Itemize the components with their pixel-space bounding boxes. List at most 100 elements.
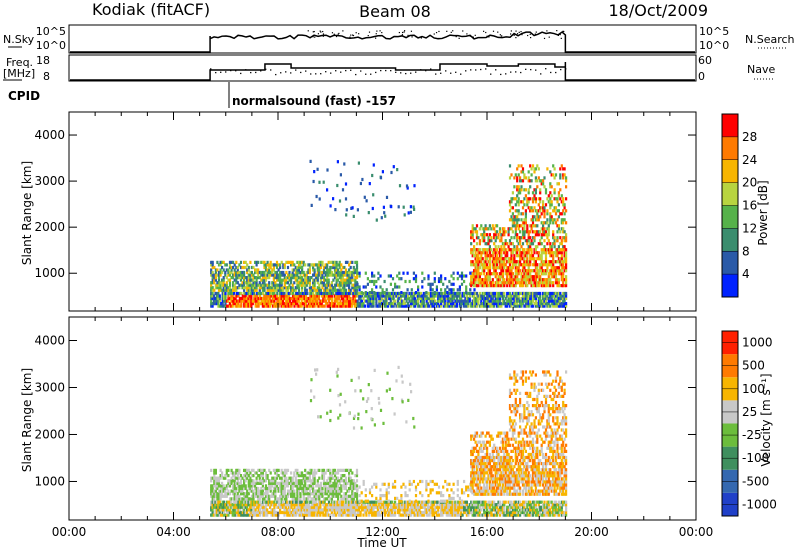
heatmap-cell [546, 278, 549, 282]
heatmap-cell [303, 291, 306, 296]
heatmap-cell [409, 510, 412, 515]
heatmap-cell [457, 503, 460, 507]
heatmap-cell [539, 188, 542, 192]
heatmap-cell [346, 302, 349, 306]
heatmap-cell [399, 505, 402, 509]
heatmap-cell [257, 276, 260, 280]
heatmap-cell [248, 505, 252, 509]
heatmap-cell [547, 227, 550, 231]
heatmap-cell [547, 513, 550, 517]
heatmap-cell [275, 265, 279, 270]
heatmap-cell [406, 304, 410, 308]
heatmap-cell [380, 216, 383, 220]
heatmap-cell [559, 248, 562, 252]
heatmap-cell [560, 513, 563, 517]
heatmap-cell [394, 500, 397, 504]
heatmap-cell [279, 263, 282, 267]
heatmap-cell [511, 251, 514, 255]
heatmap-cell [221, 278, 224, 282]
heatmap-cell [539, 269, 542, 273]
heatmap-cell [301, 276, 304, 280]
heatmap-cell [305, 276, 308, 280]
heatmap-cell [514, 503, 517, 507]
heatmap-cell [376, 508, 379, 512]
heatmap-cell [277, 302, 280, 306]
heatmap-cell [516, 291, 519, 296]
heatmap-cell [413, 184, 416, 188]
y-tick-label: 3000 [34, 174, 65, 188]
heatmap-cell [521, 296, 525, 301]
heatmap-cell [283, 302, 286, 306]
heatmap-cell [297, 503, 300, 507]
heatmap-cell [510, 513, 513, 517]
heatmap-cell [260, 510, 263, 515]
heatmap-cell [342, 510, 345, 515]
heatmap-cell [223, 296, 226, 301]
heatmap-cell [250, 510, 253, 515]
nsearch-dot [518, 31, 520, 33]
heatmap-cell [517, 212, 520, 216]
heatmap-cell [294, 299, 298, 303]
heatmap-cell [544, 291, 548, 296]
heatmap-cell [463, 500, 466, 504]
heatmap-cell [514, 299, 517, 303]
heatmap-cell [351, 273, 354, 277]
heatmap-cell [219, 263, 222, 267]
heatmap-cell [348, 513, 351, 517]
heatmap-cell [463, 505, 466, 509]
heatmap-cell [260, 260, 263, 264]
heatmap-cell [507, 505, 510, 509]
heatmap-cell [401, 302, 404, 306]
heatmap-cell [406, 294, 410, 298]
heatmap-cell [268, 276, 271, 280]
heatmap-cell [494, 296, 497, 301]
heatmap-cell [552, 281, 555, 285]
heatmap-cell [455, 294, 458, 298]
heatmap-cell [235, 286, 238, 290]
heatmap-cell [403, 213, 406, 217]
heatmap-cell [470, 508, 473, 512]
heatmap-cell [503, 257, 506, 261]
heatmap-cell [536, 272, 539, 276]
heatmap-cell [559, 188, 562, 192]
heatmap-cell [233, 283, 236, 287]
heatmap-cell [316, 167, 319, 171]
heatmap-cell [425, 503, 428, 507]
heatmap-cell [510, 200, 513, 204]
heatmap-cell [493, 500, 496, 504]
heatmap-cell [217, 505, 220, 509]
heatmap-cell [211, 296, 214, 301]
heatmap-cell [503, 266, 506, 270]
heatmap-cell [533, 508, 536, 512]
heatmap-cell [542, 224, 545, 228]
heatmap-cell [218, 304, 221, 308]
heatmap-cell [266, 508, 269, 512]
heatmap-cell [543, 245, 546, 249]
heatmap-cell [339, 513, 342, 517]
heatmap-cell [254, 513, 257, 517]
heatmap-cell [536, 263, 539, 267]
heatmap-cell [560, 294, 563, 298]
heatmap-cell [550, 173, 553, 177]
heatmap-cell [422, 304, 425, 308]
heatmap-cell [356, 285, 359, 289]
heatmap-cell [480, 278, 483, 282]
heatmap-cell [286, 276, 290, 280]
heatmap-cell [543, 185, 546, 189]
heatmap-cell [562, 294, 565, 298]
heatmap-cell [468, 299, 471, 303]
nave-dot [365, 73, 367, 75]
heatmap-cell [469, 271, 472, 275]
heatmap-cell [454, 500, 457, 504]
heatmap-cell [214, 270, 217, 275]
heatmap-cell [536, 304, 539, 308]
heatmap-cell [531, 278, 535, 282]
heatmap-cell [263, 510, 266, 515]
heatmap-cell [335, 500, 338, 504]
heatmap-cell [342, 304, 345, 308]
heatmap-cell [516, 510, 519, 515]
heatmap-cell [487, 266, 490, 270]
heatmap-cell [491, 302, 494, 306]
heatmap-cell [312, 263, 315, 267]
heatmap-cell [341, 288, 344, 292]
